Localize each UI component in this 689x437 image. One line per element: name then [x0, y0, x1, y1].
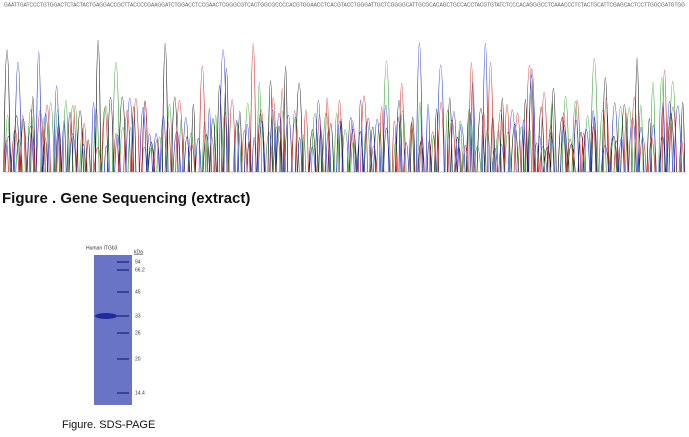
- unit-label: kDa: [134, 249, 143, 255]
- marker-label: 20: [135, 356, 141, 362]
- marker-label: 66.2: [135, 267, 145, 273]
- marker-label: 45: [135, 289, 141, 295]
- gel: [94, 255, 132, 405]
- marker-label: 26: [135, 330, 141, 336]
- sample-band: [95, 313, 117, 319]
- trace: [3, 43, 685, 173]
- ladder: 94 66.2 45 33 26 20 14.4: [117, 259, 145, 396]
- gel-figure: Human ITGb3 kDa 94 66.2 45 33 26 20 14.4: [86, 245, 145, 405]
- chromatogram: [3, 40, 686, 173]
- trace: [3, 40, 686, 173]
- sequencing-caption: Figure . Gene Sequencing (extract): [2, 190, 250, 207]
- marker-label: 94: [135, 259, 141, 265]
- marker-label: 33: [135, 313, 141, 319]
- sequence-text: GAATTGATCCCTGTGGACTCTACTACTGAGGACCGCTTAC…: [4, 2, 685, 8]
- sds-caption: Figure. SDS-PAGE: [62, 419, 155, 431]
- lane-label: Human ITGb3: [86, 245, 118, 251]
- marker-label: 14.4: [135, 390, 145, 396]
